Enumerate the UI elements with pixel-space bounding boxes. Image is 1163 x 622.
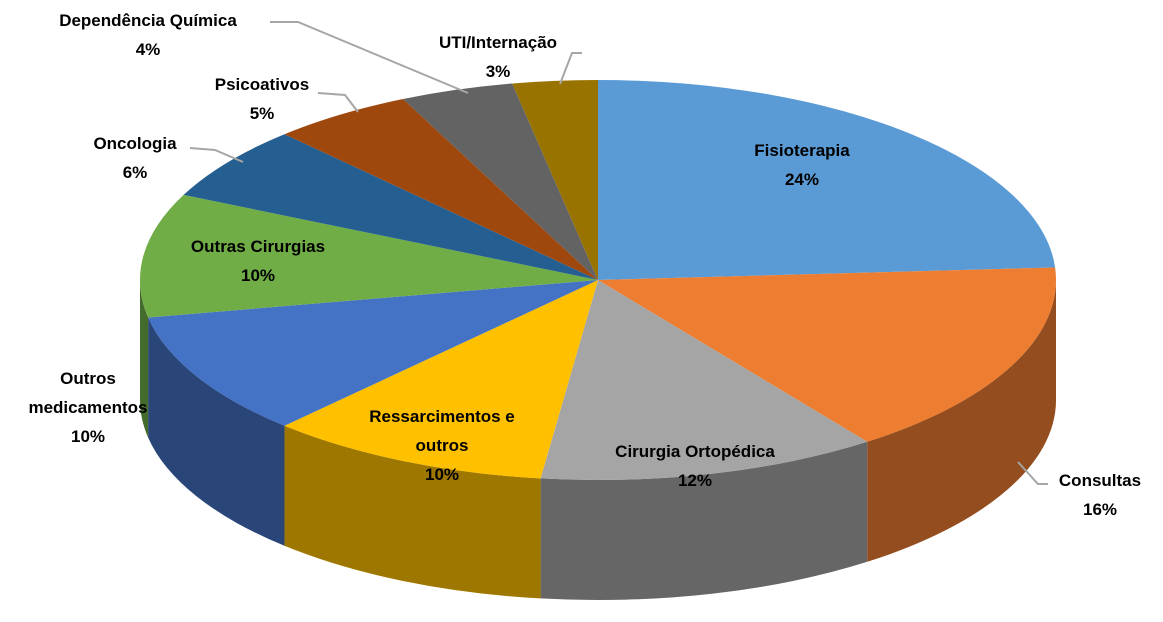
value-label: 6% bbox=[122, 163, 148, 182]
slice-side-shade bbox=[140, 280, 149, 438]
value-label: 3% bbox=[485, 62, 511, 81]
slice bbox=[402, 83, 598, 281]
slice bbox=[148, 280, 599, 426]
data-label: Cirurgia Ortopédica 12% bbox=[615, 437, 775, 495]
slice-side bbox=[540, 441, 868, 600]
slice-side-shade bbox=[284, 425, 541, 599]
slice bbox=[598, 267, 1056, 442]
value-label: 10% bbox=[424, 465, 460, 484]
category-label: Ressarcimentos e outros bbox=[369, 407, 515, 455]
value-label: 12% bbox=[677, 471, 713, 490]
data-label: Outros medicamentos 10% bbox=[26, 364, 151, 451]
value-label: 5% bbox=[249, 104, 275, 123]
leader-lines bbox=[189, 21, 1048, 485]
slice-side bbox=[140, 280, 149, 438]
slice-side bbox=[867, 280, 1056, 562]
leader-line bbox=[559, 52, 582, 85]
category-label: Outros medicamentos bbox=[28, 369, 148, 417]
value-label: 10% bbox=[70, 427, 106, 446]
data-label: Psicoativos 5% bbox=[215, 70, 310, 128]
slice-sides bbox=[140, 280, 1056, 600]
slice-tops bbox=[140, 80, 1056, 480]
slice bbox=[540, 280, 868, 480]
category-label: Fisioterapia bbox=[754, 141, 850, 160]
slice-side bbox=[148, 317, 285, 546]
data-label: UTI/Internação 3% bbox=[439, 28, 557, 86]
slice-side-shade bbox=[540, 441, 868, 600]
leader-line bbox=[270, 21, 469, 94]
data-label: Dependência Química 4% bbox=[59, 6, 237, 64]
category-label: Dependência Química bbox=[59, 11, 237, 30]
leader-line bbox=[317, 92, 359, 113]
data-label: Consultas 16% bbox=[1059, 466, 1141, 524]
slice-side-shade bbox=[148, 317, 285, 546]
slice bbox=[183, 134, 598, 280]
slice bbox=[284, 99, 598, 280]
category-label: Outras Cirurgias bbox=[190, 237, 326, 256]
category-label: Oncologia bbox=[93, 134, 177, 153]
slice bbox=[140, 194, 599, 318]
value-label: 4% bbox=[135, 40, 161, 59]
slice bbox=[598, 80, 1056, 280]
category-label: Consultas bbox=[1058, 471, 1142, 490]
category-label: Psicoativos bbox=[214, 75, 310, 94]
data-label: Ressarcimentos e outros 10% bbox=[347, 402, 537, 489]
slice-side-shade bbox=[867, 280, 1056, 562]
slice bbox=[512, 80, 598, 280]
value-label: 24% bbox=[784, 170, 820, 189]
slice bbox=[284, 280, 598, 479]
category-label: Cirurgia Ortopédica bbox=[615, 442, 775, 461]
value-label: 16% bbox=[1082, 500, 1118, 519]
leader-line bbox=[189, 147, 244, 163]
leader-line bbox=[1017, 461, 1048, 485]
slice-side bbox=[284, 425, 541, 599]
value-label: 10% bbox=[240, 266, 276, 285]
data-label: Outras Cirurgias 10% bbox=[191, 232, 325, 290]
data-label: Fisioterapia 24% bbox=[754, 136, 849, 194]
category-label: UTI/Internação bbox=[438, 33, 558, 52]
data-label: Oncologia 6% bbox=[93, 129, 176, 187]
